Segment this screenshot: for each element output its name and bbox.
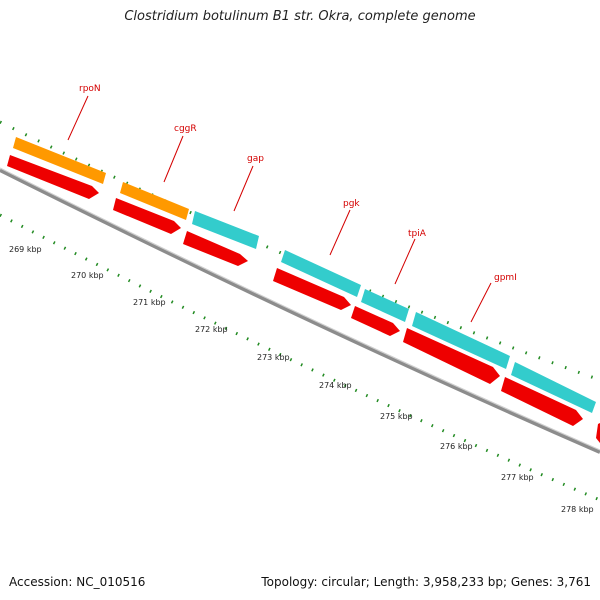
leader-pgk [329, 209, 351, 256]
gene-label-gap[interactable]: gap [247, 154, 264, 164]
tick-label-277: 277 kbp [501, 473, 534, 482]
leader-cggR [163, 135, 184, 183]
gene-label-cggR[interactable]: cggR [174, 124, 197, 134]
gene-tpiA-bar[interactable] [361, 289, 409, 322]
cds-rpoN-arrow[interactable] [7, 155, 99, 199]
cds-tpiA-arrow[interactable] [351, 306, 400, 336]
gene-next-bar[interactable] [511, 362, 596, 413]
tick-label-274: 274 kbp [319, 381, 352, 390]
cds-gpmI-arrow[interactable] [403, 328, 500, 384]
cds-next-arrow[interactable] [501, 377, 583, 426]
tick-label-271: 271 kbp [133, 298, 166, 307]
outer-tick-ring [0, 120, 600, 382]
tick-label-278: 278 kbp [561, 505, 594, 514]
map-title: Clostridium botulinum B1 str. Okra, comp… [124, 9, 476, 24]
gene-cggR-bar[interactable] [120, 182, 189, 220]
tick-label-276: 276 kbp [440, 442, 473, 451]
leader-gpmI [470, 282, 492, 323]
cds-edge-arrow[interactable] [596, 423, 600, 443]
gene-pgk-bar[interactable] [281, 250, 361, 297]
tick-label-269: 269 kbp [9, 245, 42, 254]
tick-label-270: 270 kbp [71, 271, 104, 280]
leader-gap [233, 165, 254, 212]
gene-gap-bar[interactable] [192, 211, 259, 249]
inner-tick-ring [0, 213, 600, 502]
cds-gap-arrow[interactable] [183, 231, 248, 266]
cds-pgk-arrow[interactable] [273, 268, 351, 310]
tick-label-273: 273 kbp [257, 353, 290, 362]
tick-label-275: 275 kbp [380, 412, 413, 421]
leader-tpiA [394, 238, 416, 285]
gene-rpoN-bar[interactable] [13, 137, 106, 184]
gene-label-tpiA[interactable]: tpiA [408, 229, 427, 239]
accession-text: Accession: NC_010516 [9, 575, 146, 589]
gene-label-gpmI[interactable]: gpmI [494, 273, 517, 283]
gene-label-pgk[interactable]: pgk [343, 199, 360, 209]
genome-backbone [0, 168, 600, 454]
cds-cggR-arrow[interactable] [113, 198, 181, 234]
gene-label-rpoN[interactable]: rpoN [79, 84, 101, 94]
genome-summary-text: Topology: circular; Length: 3,958,233 bp… [261, 575, 591, 589]
tick-label-272: 272 kbp [195, 325, 228, 334]
gene-gpmI-bar[interactable] [412, 312, 510, 369]
leader-rpoN [67, 95, 89, 141]
